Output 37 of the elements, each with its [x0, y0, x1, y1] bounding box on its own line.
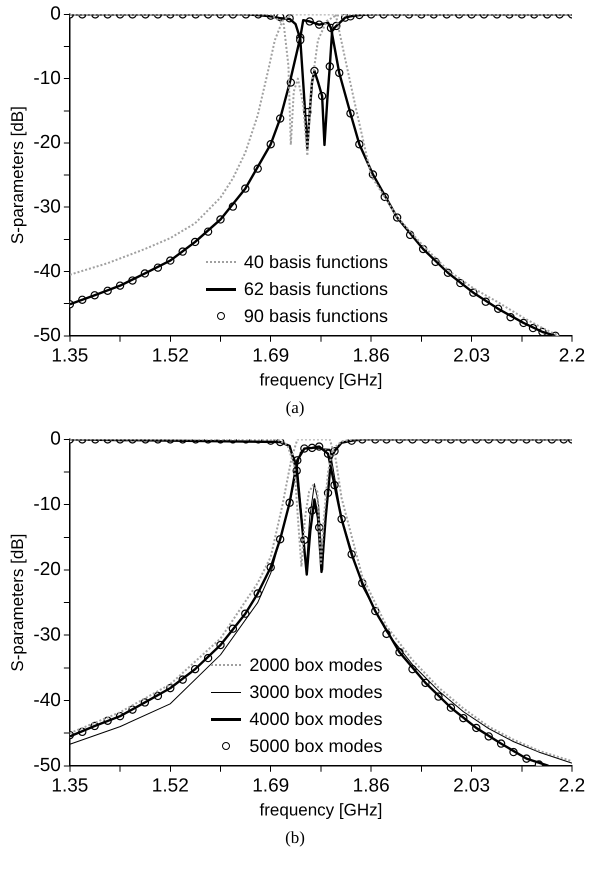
x-tick-label: 1.52 — [152, 345, 189, 366]
y-tick-label: 0 — [50, 428, 61, 450]
legend-label: 40 basis functions — [244, 252, 388, 273]
y-tick-label: -20 — [33, 132, 61, 154]
x-tick-label: 1.35 — [51, 345, 88, 366]
y-axis-title: S-parameters [dB] — [8, 106, 27, 244]
legend-label: 62 basis functions — [244, 278, 388, 300]
y-axis-title: S-parameters [dB] — [8, 534, 27, 672]
x-tick-label: 1.86 — [352, 775, 390, 796]
x-tick-label: 1.86 — [352, 345, 390, 366]
y-tick-label: -30 — [33, 624, 61, 646]
legend-label: 90 basis functions — [244, 306, 388, 327]
y-tick-label: -10 — [33, 494, 61, 515]
y-tick-label: -40 — [33, 260, 61, 282]
x-tick-label: 2.2 — [558, 775, 586, 796]
x-tick-label: 1.52 — [152, 775, 189, 796]
legend-label: 5000 box modes — [249, 736, 383, 757]
x-axis-title: frequency [GHz] — [260, 800, 382, 820]
x-tick-label: 1.69 — [252, 775, 290, 796]
legend-label: 3000 box modes — [249, 682, 383, 703]
x-tick-label: 2.03 — [453, 775, 490, 796]
legend-label: 2000 box modes — [249, 654, 383, 676]
y-tick-label: -10 — [33, 68, 61, 89]
x-tick-label: 1.69 — [252, 345, 290, 366]
y-tick-label: -20 — [33, 559, 61, 580]
x-tick-label: 1.35 — [51, 775, 88, 796]
text: (a) — [284, 397, 306, 419]
x-axis-title: frequency [GHz] — [260, 370, 382, 390]
y-tick-label: -50 — [33, 755, 61, 776]
y-tick-label: -40 — [33, 690, 61, 711]
y-tick-label: -30 — [33, 196, 61, 218]
x-tick-label: 2.2 — [558, 345, 586, 366]
legend-label: 4000 box modes — [249, 708, 383, 730]
y-tick-label: 0 — [50, 4, 61, 25]
text: (b) — [284, 827, 306, 849]
x-tick-label: 2.03 — [453, 345, 490, 366]
y-tick-label: -50 — [33, 325, 61, 346]
